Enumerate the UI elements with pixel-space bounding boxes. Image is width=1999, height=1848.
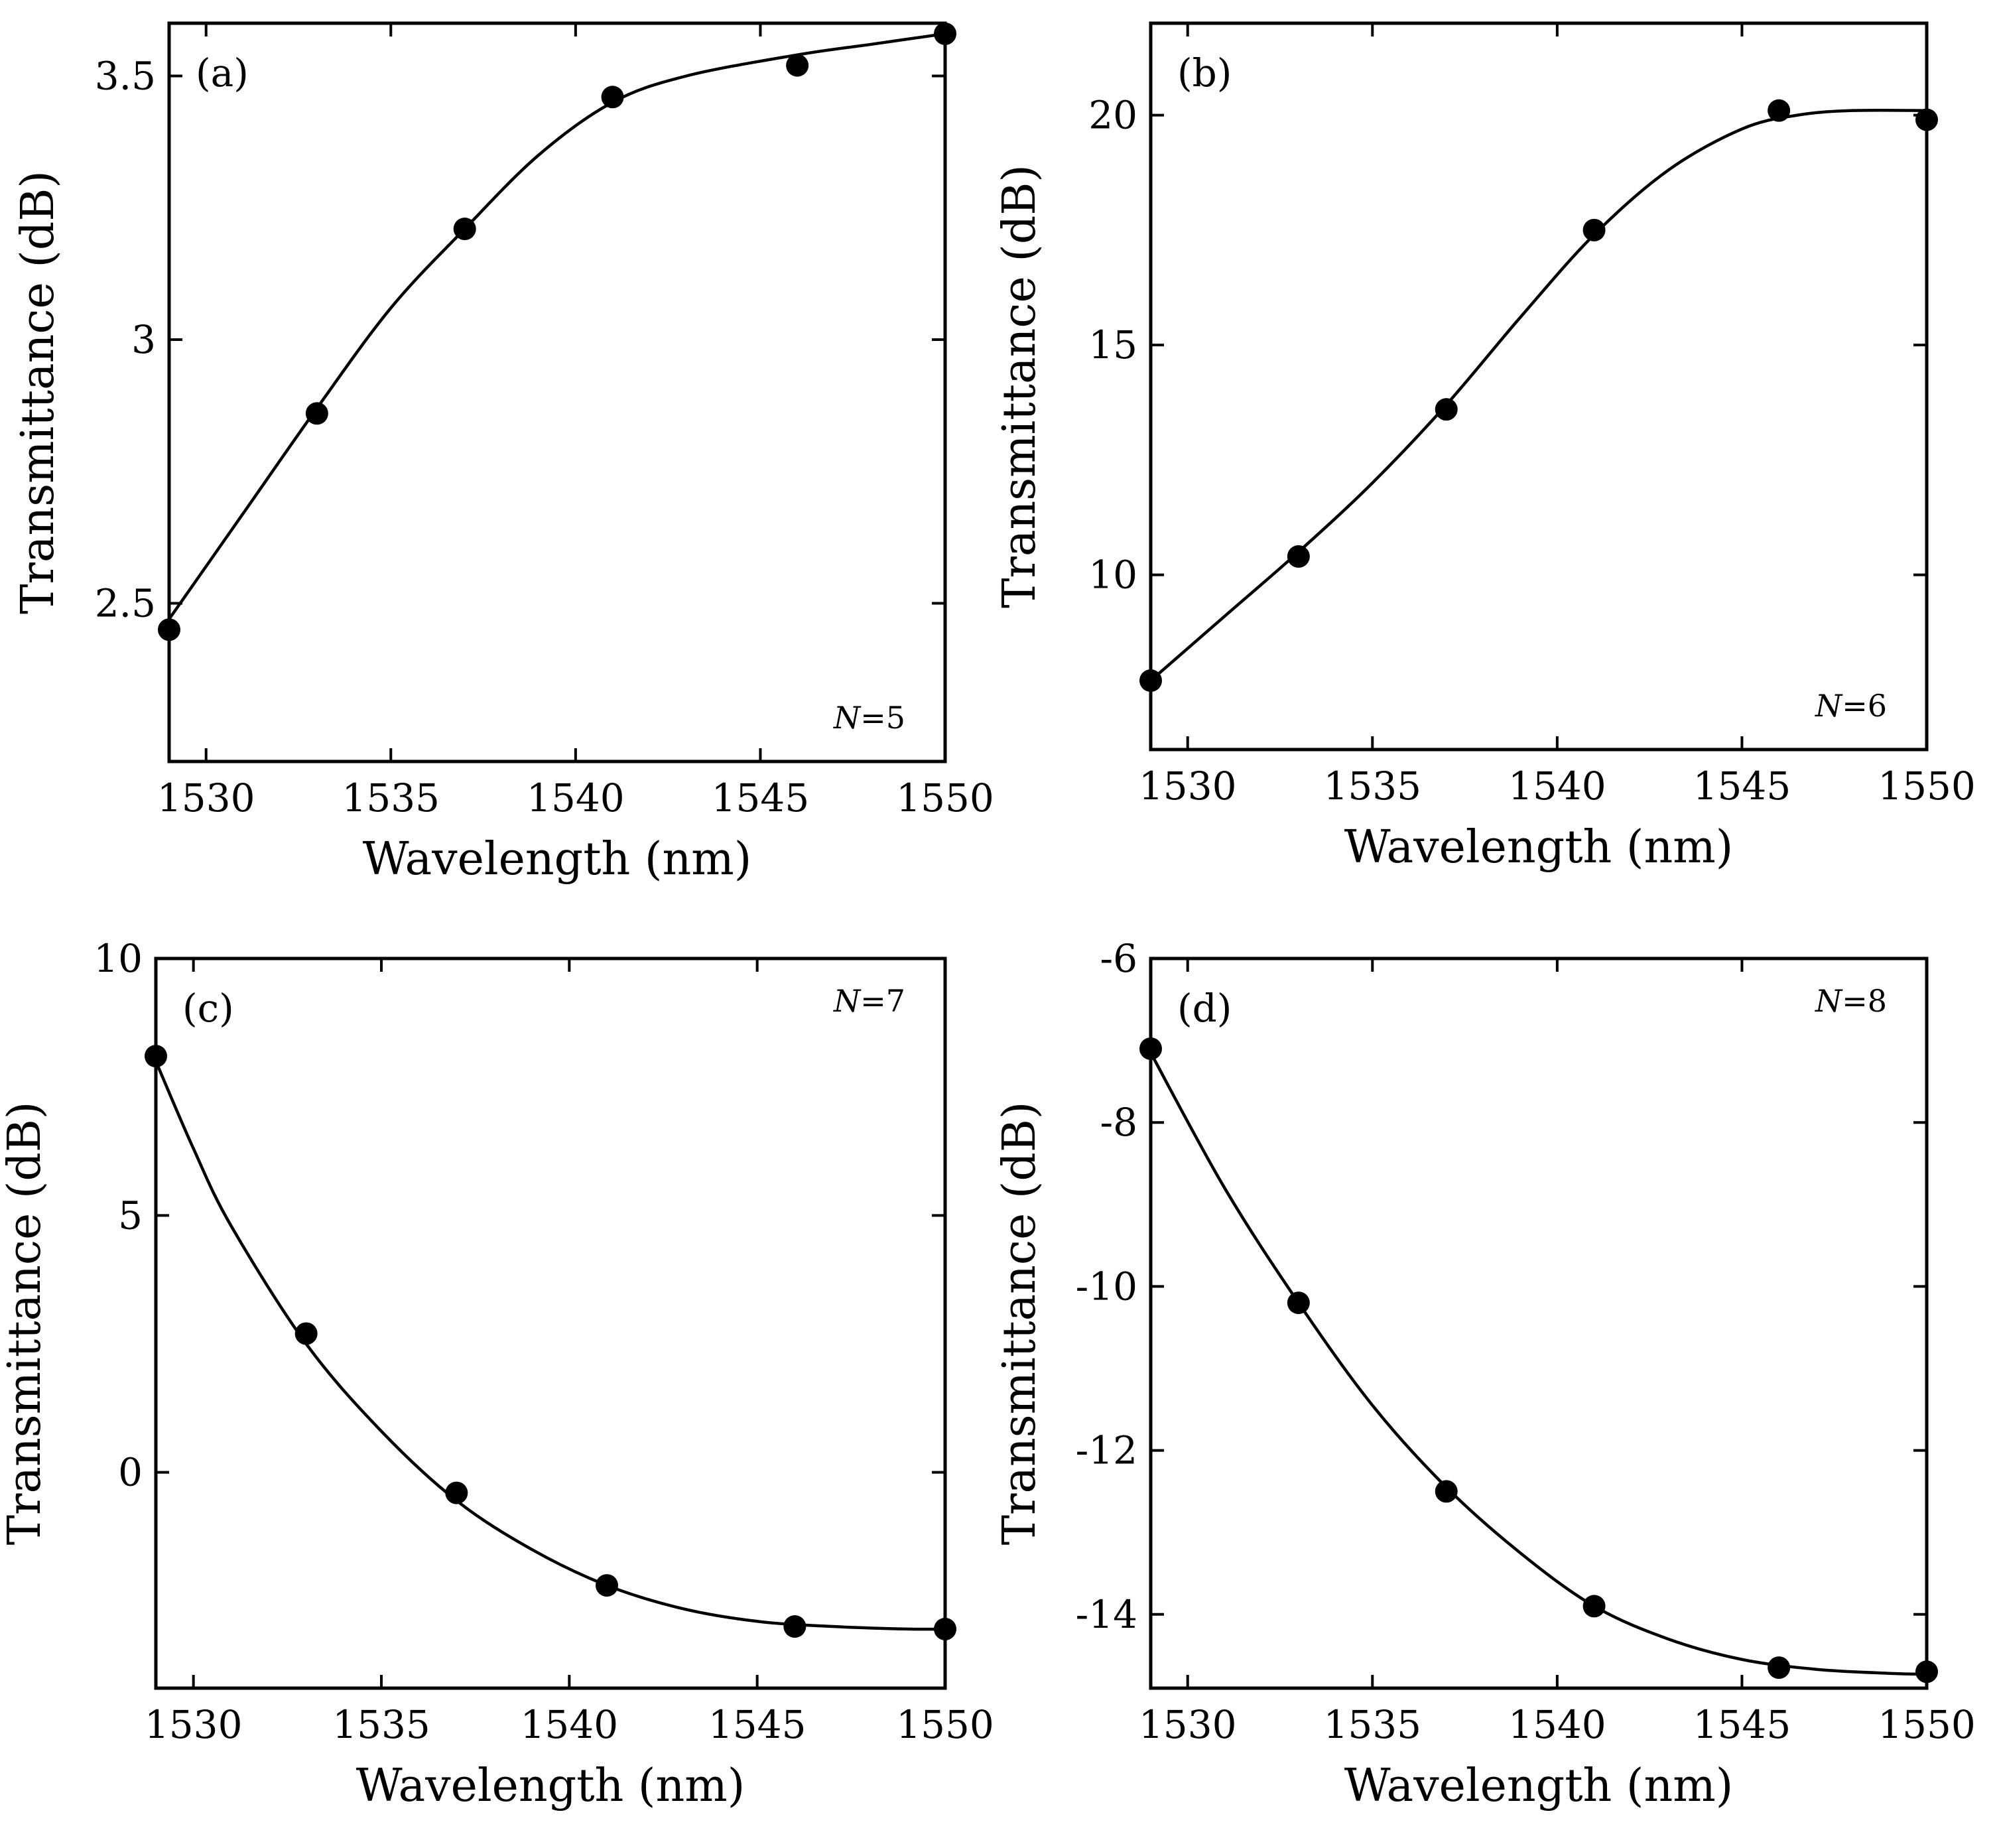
- y-tick-label: 10: [94, 936, 143, 981]
- fit-curve: [1149, 108, 1927, 682]
- data-point: [1287, 545, 1310, 568]
- x-tick-label: 1550: [1878, 1702, 1976, 1747]
- x-tick-label: 1530: [1139, 1702, 1237, 1747]
- y-axis-label: Transmittance (dB): [994, 1102, 1046, 1546]
- y-axis-label: Transmittance (dB): [994, 165, 1046, 608]
- x-tick-label: 1535: [332, 1702, 430, 1747]
- x-tick-label: 1530: [145, 1702, 243, 1747]
- x-tick-label: 1550: [896, 1702, 994, 1747]
- data-point: [1287, 1291, 1310, 1315]
- x-tick-label: 1535: [342, 775, 440, 821]
- n-annotation-symbol: N: [833, 983, 862, 1019]
- data-point: [158, 618, 180, 641]
- data-point: [445, 1481, 468, 1504]
- y-tick-label: 15: [1088, 322, 1137, 367]
- x-axis-label: Wavelength (nm): [363, 833, 752, 886]
- n-annotation: N=6: [1815, 688, 1887, 724]
- plot-frame: [1149, 21, 1929, 752]
- data-point: [934, 22, 956, 45]
- data-point: [1582, 1595, 1606, 1618]
- n-annotation: N=5: [833, 700, 905, 736]
- x-tick-label: 1535: [1323, 1702, 1421, 1747]
- y-axis-label: Transmittance (dB): [0, 1102, 51, 1546]
- n-annotation: N=7: [833, 983, 905, 1019]
- x-axis-label: Wavelength (nm): [1344, 821, 1734, 874]
- n-annotation-value: =8: [1842, 983, 1887, 1019]
- data-point: [1139, 669, 1162, 693]
- data-point: [1139, 1037, 1162, 1060]
- data-point: [453, 218, 476, 241]
- fit-curve: [168, 32, 946, 620]
- data-point: [294, 1322, 318, 1345]
- data-point: [1435, 1480, 1458, 1503]
- x-axis-label: Wavelength (nm): [356, 1760, 745, 1812]
- x-tick-label: 1540: [521, 1702, 619, 1747]
- chart-panel: 1530 1535 1540 1545 1550 0 5 10 Wavelength (nm) T…: [0, 936, 994, 1812]
- data-point: [601, 86, 624, 109]
- x-tick-label: 1550: [1878, 763, 1976, 809]
- panel-label: (b): [1177, 50, 1232, 96]
- x-tick-label: 1550: [896, 775, 994, 821]
- chart-panel: 1530 1535 1540 1545 1550 10 15 20 Wavelength (nm…: [994, 21, 1976, 874]
- data-point: [934, 1617, 956, 1640]
- y-tick-label: -14: [1076, 1592, 1137, 1637]
- data-point: [145, 1045, 167, 1068]
- data-point: [305, 402, 328, 425]
- x-tick-label: 1545: [1693, 1702, 1791, 1747]
- y-tick-label: -6: [1100, 936, 1138, 981]
- n-annotation-symbol: N: [833, 700, 862, 736]
- x-tick-label: 1545: [712, 775, 810, 821]
- data-point: [1768, 1656, 1791, 1680]
- y-axis-label: Transmittance (dB): [12, 170, 64, 614]
- x-axis-label: Wavelength (nm): [1344, 1760, 1734, 1812]
- x-tick-label: 1540: [1508, 1702, 1606, 1747]
- panel-label: (a): [196, 50, 249, 96]
- x-tick-label: 1540: [1508, 763, 1606, 809]
- data-point: [783, 1615, 806, 1638]
- y-tick-label: -8: [1100, 1100, 1138, 1145]
- x-tick-label: 1545: [708, 1702, 806, 1747]
- y-tick-label: 20: [1088, 93, 1137, 138]
- x-tick-label: 1535: [1323, 763, 1421, 809]
- n-annotation-value: =7: [860, 983, 905, 1019]
- data-point: [786, 54, 809, 77]
- data-point: [1582, 218, 1606, 241]
- y-tick-label: 5: [118, 1193, 143, 1238]
- n-annotation-value: =5: [860, 700, 905, 736]
- data-point: [1768, 99, 1791, 122]
- panel-label: (c): [182, 986, 234, 1031]
- y-tick-label: -10: [1076, 1264, 1137, 1309]
- y-tick-label: -12: [1076, 1428, 1137, 1473]
- plot-frame: [154, 957, 947, 1690]
- y-tick-label: 3: [131, 317, 156, 362]
- plot-frame: [1149, 957, 1929, 1690]
- x-tick-label: 1545: [1693, 763, 1791, 809]
- panel-label: (d): [1177, 986, 1232, 1031]
- fit-curve: [154, 1061, 946, 1631]
- n-annotation: N=8: [1815, 983, 1887, 1019]
- n-annotation-value: =6: [1842, 688, 1887, 724]
- data-point: [1435, 398, 1458, 421]
- y-tick-label: 2.5: [95, 581, 156, 626]
- x-tick-label: 1530: [157, 775, 255, 821]
- y-tick-label: 10: [1088, 553, 1137, 598]
- data-point: [1915, 1660, 1938, 1683]
- n-annotation-symbol: N: [1815, 983, 1843, 1019]
- fit-curve: [1149, 1052, 1927, 1676]
- data-point: [596, 1574, 618, 1597]
- x-tick-label: 1530: [1139, 763, 1237, 809]
- x-tick-label: 1540: [527, 775, 625, 821]
- y-tick-label: 3.5: [95, 54, 156, 99]
- chart-panel: 1530 1535 1540 1545 1550 -14 -12 -10 -8 -6 Wavelen…: [994, 936, 1976, 1812]
- y-tick-label: 0: [118, 1450, 143, 1495]
- plot-frame: [167, 21, 947, 763]
- n-annotation-symbol: N: [1815, 688, 1843, 724]
- data-point: [1915, 108, 1938, 131]
- chart-panel: 1530 1535 1540 1545 1550 2.5 3 3.5 Wavelength (n…: [12, 21, 994, 886]
